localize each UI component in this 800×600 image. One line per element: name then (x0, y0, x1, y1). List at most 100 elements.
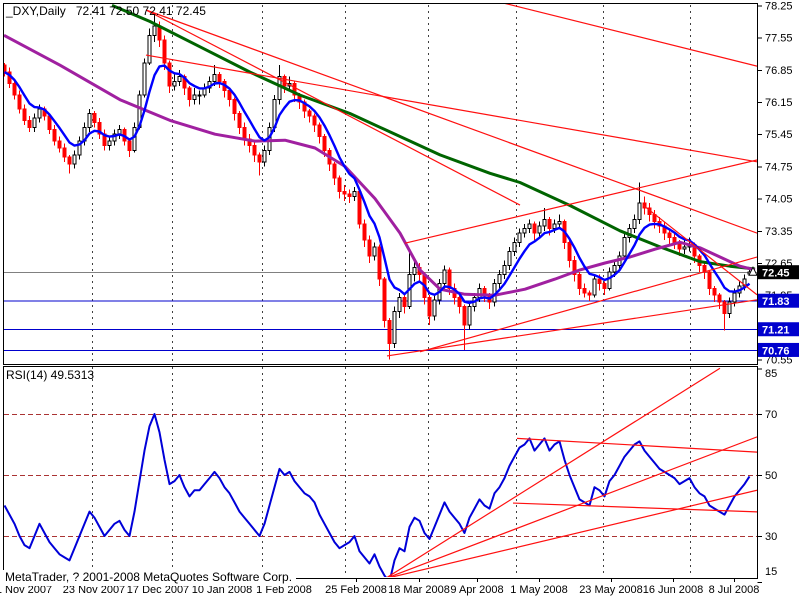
price-tick-label: 70.55 (765, 355, 793, 367)
candle-bear (427, 297, 432, 317)
candle-bear (337, 177, 342, 193)
time-tick-label: 23 Nov 2007 (63, 584, 125, 596)
candle-bull (632, 218, 637, 230)
trendline[interactable] (404, 159, 757, 244)
candle-bear (167, 62, 172, 87)
candle-bear (347, 193, 352, 197)
price-tag-bg (758, 265, 799, 280)
rsi-trendline[interactable] (385, 436, 757, 579)
candle-bull (147, 34, 152, 64)
candle-bull (262, 149, 267, 163)
candle-bull (507, 251, 512, 266)
candle-bear (317, 124, 322, 137)
candle-bear (377, 246, 382, 280)
candle-bull (527, 223, 532, 229)
indicator-label: RSI(14) 49.5313 (6, 368, 95, 382)
rsi-tick-label: 70 (765, 409, 777, 421)
candle-bear (127, 140, 132, 151)
candle-bear (52, 129, 57, 142)
candle-bear (387, 320, 392, 344)
time-tick-label: 25 Feb 2008 (325, 584, 387, 596)
candle-bull (622, 237, 627, 257)
candle-bull (517, 232, 522, 243)
candle-bear (67, 156, 72, 165)
price-tick-label: 74.75 (765, 161, 793, 173)
rsi-trendline[interactable] (512, 502, 757, 513)
candle-bear (17, 94, 22, 110)
candle-bull (497, 274, 502, 285)
candle-bear (457, 297, 462, 308)
candle-bull (542, 218, 547, 227)
trendline[interactable] (145, 9, 757, 234)
price-tag-text: 71.83 (762, 296, 790, 308)
rsi-tick-label: 50 (765, 470, 777, 482)
candle-bull (732, 292, 737, 303)
candle-bull (37, 108, 42, 119)
candle-bear (232, 99, 237, 114)
candle-bull (592, 278, 597, 296)
candle-bear (367, 239, 372, 257)
candle-bear (332, 163, 337, 179)
candle-bear (4, 64, 7, 73)
trendline[interactable] (145, 54, 757, 163)
trendline[interactable] (419, 256, 757, 353)
time-tick-label: 1 May 2008 (510, 584, 567, 596)
price-tick-label: 78.25 (765, 0, 793, 12)
rsi-trendline[interactable] (385, 367, 721, 578)
candle-bull (557, 221, 562, 225)
price-tag-text: 72.45 (762, 268, 790, 280)
candle-bull (197, 94, 202, 97)
main-panel-border (3, 3, 758, 365)
candle-bear (257, 154, 262, 163)
trendline[interactable] (642, 204, 757, 296)
candle-bear (312, 115, 317, 126)
price-tick-label: 74.05 (765, 194, 793, 206)
time-tick-label: 18 Mar 2008 (388, 584, 450, 596)
rsi-trendline[interactable] (385, 489, 757, 578)
candle-bear (217, 73, 222, 82)
candle-bear (717, 294, 722, 303)
last-price-marker (748, 266, 758, 276)
candle-bull (352, 191, 357, 197)
price-tick-label: 76.85 (765, 65, 793, 77)
candle-bull (172, 80, 177, 87)
price-tag-71.21: 71.21 (758, 322, 799, 337)
rsi-trendlines[interactable] (385, 367, 757, 579)
symbol-title: _DXY,Daily (6, 4, 66, 18)
trendline[interactable] (500, 2, 757, 67)
candle-bull (442, 269, 447, 285)
trendline[interactable] (386, 299, 757, 357)
candle-bear (357, 191, 362, 225)
trendlines-layer[interactable] (145, 2, 757, 357)
candle-bear (237, 113, 242, 128)
time-tick-label: 23 May 2008 (579, 584, 643, 596)
time-tick-label: 17 Dec 2007 (127, 584, 189, 596)
candle-bear (602, 283, 607, 289)
candle-bear (567, 241, 572, 262)
candle-bear (62, 147, 67, 158)
rsi-trendline[interactable] (516, 437, 757, 453)
candle-bear (447, 269, 452, 289)
candle-bear (382, 278, 387, 322)
candle-bear (362, 223, 367, 241)
time-tick-label: 16 Jun 2008 (643, 584, 704, 596)
candle-bull (87, 113, 92, 128)
time-gridlines (92, 5, 691, 577)
candle-bear (252, 145, 257, 156)
price-tick-label: 73.35 (765, 226, 793, 238)
candle-bear (652, 214, 657, 223)
symbol-ohlc-label: _DXY,Daily 72.41 72.50 72.41 72.45 (6, 5, 206, 18)
candle-bear (187, 87, 192, 101)
price-tag-72.45: 72.45 (758, 265, 799, 280)
price-tag-70.76: 70.76 (758, 342, 799, 357)
candle-bull (32, 117, 37, 128)
candle-bull (512, 241, 517, 253)
candle-bear (27, 119, 32, 128)
trendline[interactable] (145, 9, 521, 206)
candle-bull (467, 306, 472, 326)
ohlc-values: 72.41 72.50 72.41 72.45 (75, 4, 206, 18)
candle-bear (292, 83, 297, 96)
rsi-levels (4, 414, 757, 537)
candle-bull (537, 225, 542, 234)
